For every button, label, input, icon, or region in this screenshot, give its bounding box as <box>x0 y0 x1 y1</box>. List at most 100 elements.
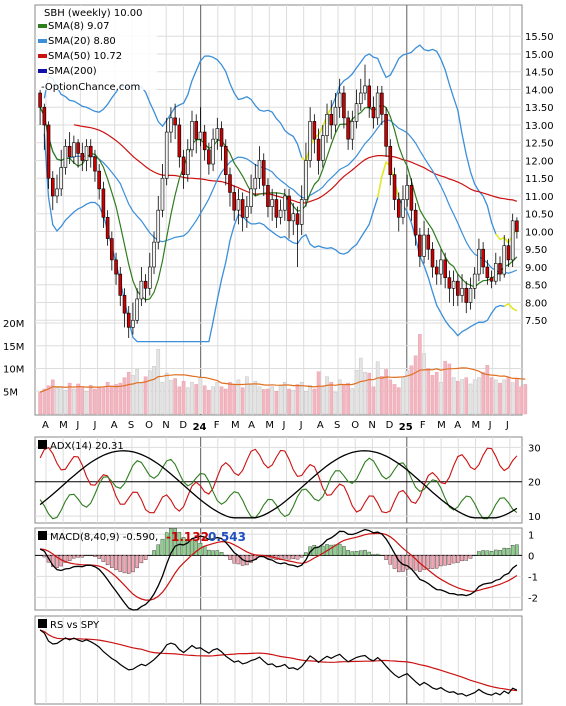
macd-histogram-bar <box>93 555 97 557</box>
volume-bar <box>257 386 262 415</box>
volume-bar <box>97 386 101 415</box>
volume-bar <box>367 372 372 415</box>
macd-histogram-bar <box>202 546 207 556</box>
volume-bar <box>333 391 338 415</box>
candle-body <box>114 259 118 275</box>
volume-bar <box>232 384 237 415</box>
adx-axis-labels: 30 20 10 <box>528 443 541 523</box>
volume-bar <box>291 390 296 415</box>
price-tick-label: 14.50 <box>525 68 554 79</box>
month-tick-label: M <box>59 420 68 431</box>
macd-tick-label: 0 <box>528 551 534 562</box>
candle-body <box>67 145 72 158</box>
volume-bar <box>152 366 156 415</box>
macd-legend-swatch <box>38 531 47 540</box>
volume-bar <box>55 387 59 415</box>
candle-body <box>422 234 426 257</box>
volume-bar <box>342 384 346 415</box>
macd-histogram-bar <box>63 555 68 563</box>
candle-body <box>42 106 47 126</box>
watermark-text: OptionChance.com <box>45 82 140 93</box>
macd-histogram-bar <box>384 555 388 560</box>
macd-histogram-bar <box>498 550 502 556</box>
macd-histogram-bar <box>139 555 144 564</box>
candle-body <box>316 138 321 161</box>
legend-items: SMA(8) 9.07 SMA(20) 8.80 SMA(50) 10.72 SMA(… <box>38 21 122 77</box>
candle-body <box>337 92 342 108</box>
month-tick-label: J <box>488 420 492 431</box>
macd-histogram-bar <box>80 555 85 558</box>
macd-histogram-bar <box>232 555 236 564</box>
macd-histogram-bar <box>510 545 515 556</box>
candle-body <box>291 213 296 222</box>
volume-bar <box>253 381 258 415</box>
rs-gridlines <box>45 616 511 704</box>
month-tick-label: A <box>111 420 118 431</box>
legend-swatch <box>38 54 47 58</box>
volume-bar <box>481 371 485 415</box>
macd-histogram-bar <box>224 555 228 557</box>
candle-body <box>304 160 308 200</box>
volume-bar <box>42 388 47 415</box>
price-tick-label: 10.00 <box>525 227 554 238</box>
volume-bar <box>502 379 507 415</box>
candle-body <box>253 177 258 190</box>
price-tick-label: 11.00 <box>525 192 554 203</box>
volume-bar <box>493 379 498 415</box>
candle-body <box>358 92 363 104</box>
macd-histogram-bar <box>346 550 350 556</box>
volume-bar <box>346 382 350 415</box>
volume-bar <box>194 384 199 415</box>
volume-bar <box>363 371 367 415</box>
sma50-line <box>73 124 518 204</box>
volume-bar <box>278 384 283 415</box>
rs-panel: RS vs SPY <box>34 615 523 705</box>
volume-bar <box>523 384 528 415</box>
volume-bar <box>515 378 519 415</box>
volume-bar <box>426 368 431 415</box>
volume-bar <box>135 369 139 415</box>
volume-bar <box>413 355 418 415</box>
volume-bar <box>308 385 312 415</box>
candle-body <box>396 199 401 218</box>
macd-histogram-bar <box>105 555 110 566</box>
candlesticks <box>38 64 519 338</box>
candle-body <box>392 174 397 200</box>
candle-body <box>477 248 481 275</box>
candle-body <box>494 263 498 282</box>
month-tick-label: F <box>214 420 220 431</box>
volume-bar <box>409 365 414 415</box>
month-tick-label: M <box>265 420 274 431</box>
macd-histogram-bar <box>215 550 220 556</box>
candle-body <box>287 195 291 222</box>
month-tick-label: 25 <box>399 422 413 433</box>
candle-body <box>363 85 367 94</box>
volume-bar <box>63 390 68 415</box>
candle-body <box>270 199 274 207</box>
volume-bar <box>202 385 207 415</box>
candle-body <box>46 124 51 179</box>
candle-body <box>177 124 182 158</box>
candle-body <box>80 153 85 161</box>
candle-body <box>283 195 287 211</box>
macd-histogram-bar <box>118 555 123 572</box>
macd-histogram-bar <box>122 555 127 574</box>
volume-bar <box>325 376 329 415</box>
macd-histogram-bar <box>329 544 333 556</box>
volume-bar <box>358 357 363 415</box>
candle-body <box>510 220 515 261</box>
macd-histogram-bar <box>321 545 325 556</box>
macd-histogram-bar <box>422 555 426 570</box>
month-tick-label: D <box>179 420 187 431</box>
price-panel: 15.50 15.00 14.50 14.00 13.50 13.00 12.50 12.00… <box>3 4 554 433</box>
candle-body <box>329 114 334 126</box>
price-tick-label: 13.00 <box>525 121 554 132</box>
volume-bar <box>287 388 291 415</box>
volume-bar <box>143 376 148 415</box>
month-tick-label: N <box>368 420 375 431</box>
macd-histogram-bar <box>460 555 464 562</box>
candle-body <box>236 199 241 211</box>
volume-bar <box>169 380 173 415</box>
macd-histogram-bar <box>502 547 506 556</box>
